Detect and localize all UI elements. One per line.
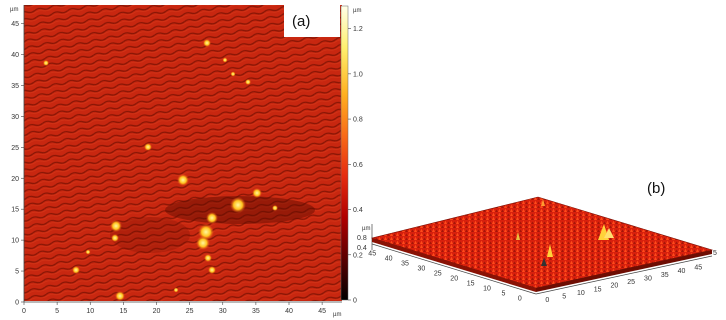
y-tick-label: 20 — [11, 176, 19, 183]
surface-right-axis-ticks: 0 5 10 15 20 25 30 35 40 45 — [545, 265, 702, 305]
right-axis-tick-label: 20 — [611, 283, 619, 290]
x-tick-label: 30 — [219, 308, 227, 315]
x-tick-label: 25 — [186, 308, 194, 315]
x-tick-label: 0 — [22, 308, 26, 315]
right-axis-tick-label: 0 — [545, 297, 549, 304]
afm-3d-surface-panel: (b) µm 0.8 0.4 — [357, 180, 717, 304]
left-axis-tick-label: 35 — [401, 261, 409, 268]
z-axis: µm 0.8 0.4 — [357, 224, 373, 252]
right-axis-end-label: 5 — [713, 250, 717, 257]
colorbar-ticks: 0 0.2 0.4 0.6 0.8 1.0 1.2 — [348, 26, 363, 305]
colorbar-tick-label: 1.2 — [353, 26, 363, 33]
colorbar-tick-label: 0.8 — [353, 117, 363, 124]
left-axis-tick-label: 30 — [418, 266, 426, 273]
y-tick-label: 25 — [11, 145, 19, 152]
left-axis-tick-label: 0 — [518, 296, 522, 303]
right-axis-tick-label: 35 — [661, 272, 669, 279]
x-tick-label: 10 — [86, 308, 94, 315]
colorbar-tick-label: 1.0 — [353, 71, 363, 78]
z-tick-0: 0.8 — [357, 235, 367, 242]
right-axis-tick-label: 40 — [678, 268, 686, 275]
right-axis-tick-label: 5 — [562, 294, 566, 301]
colorbar-unit: µm — [353, 8, 361, 14]
left-axis-tick-label: 40 — [385, 256, 393, 263]
y-tick-label: 10 — [11, 238, 19, 245]
y-tick-label: 35 — [11, 83, 19, 90]
surface-mesh — [370, 196, 714, 292]
right-axis-tick-label: 15 — [594, 286, 602, 293]
y-tick-label: 40 — [11, 52, 19, 59]
colorbar-tick-label: 0.2 — [353, 252, 363, 259]
left-axis-tick-label: 45 — [368, 251, 376, 258]
surface-particles — [43, 39, 278, 301]
x-axis-unit: µm — [333, 312, 341, 318]
colorbar-tick-label: 0.6 — [353, 162, 363, 169]
surface-left-axis-ticks: 45 40 35 30 25 20 15 10 5 0 — [368, 251, 522, 303]
colorbar-tick-label: 0.4 — [353, 207, 363, 214]
right-axis-tick-label: 25 — [627, 279, 635, 286]
y-axis-unit: µm — [10, 7, 18, 13]
x-tick-label: 35 — [252, 308, 260, 315]
y-tick-label: 45 — [11, 21, 19, 28]
left-axis-tick-label: 20 — [450, 276, 458, 283]
panel-b-label: (b) — [647, 180, 665, 197]
colorbar-tick-label: 0 — [353, 298, 357, 305]
left-axis-tick-label: 25 — [434, 271, 442, 278]
height-colorbar: 0 0.2 0.4 0.6 0.8 1.0 1.2 µm — [340, 5, 363, 305]
y-axis-ticks: 0 5 10 15 20 25 30 35 40 45 — [11, 21, 24, 307]
y-tick-label: 30 — [11, 114, 19, 121]
left-axis-tick-label: 10 — [483, 286, 491, 293]
y-tick-label: 5 — [15, 269, 19, 276]
x-axis-ticks: 0 5 10 15 20 25 30 35 40 45 — [22, 302, 326, 315]
afm-topography-panel: (a) 0 5 10 15 20 25 30 35 40 45 0 5 10 15 20 25 30 35 40 4… — [10, 4, 363, 318]
z-tick-1: 0.4 — [357, 245, 367, 252]
right-axis-tick-label: 10 — [577, 290, 585, 297]
left-axis-tick-label: 5 — [501, 291, 505, 298]
right-axis-tick-label: 30 — [644, 275, 652, 282]
afm-height-map — [24, 5, 342, 301]
left-axis-tick-label: 15 — [467, 281, 475, 288]
x-tick-label: 15 — [119, 308, 127, 315]
panel-a-label: (a) — [292, 13, 310, 30]
y-tick-label: 15 — [11, 207, 19, 214]
x-tick-label: 5 — [55, 308, 59, 315]
y-tick-label: 0 — [15, 300, 19, 307]
x-tick-label: 45 — [318, 308, 326, 315]
z-axis-unit: µm — [362, 226, 370, 232]
panel-a-label-box — [284, 5, 340, 37]
x-tick-label: 20 — [153, 308, 161, 315]
right-axis-tick-label: 45 — [694, 265, 702, 272]
x-tick-label: 40 — [285, 308, 293, 315]
